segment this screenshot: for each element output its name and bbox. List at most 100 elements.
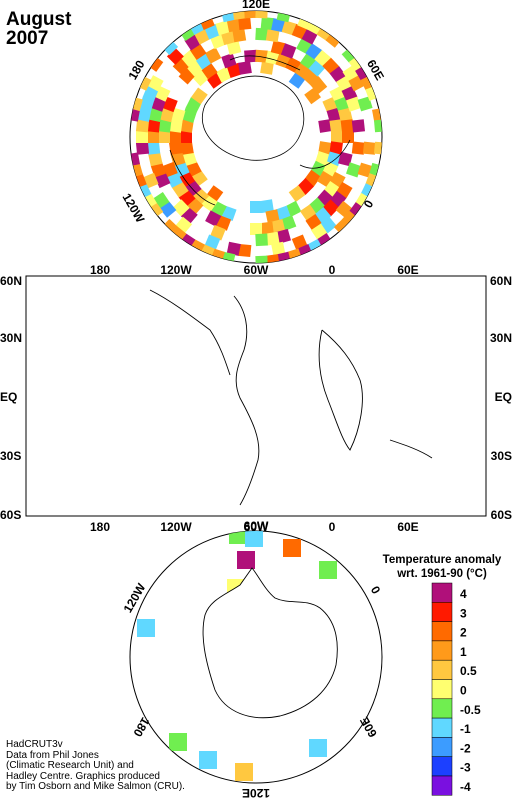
- north-polar-map: 120E 60E 0 120W 180: [120, 0, 387, 264]
- north-grid-cell: [148, 151, 163, 167]
- north-grid-cell: [154, 172, 171, 189]
- north-grid-cell: [334, 96, 350, 113]
- arctic-ocean: [202, 75, 305, 161]
- world-bottom-lon-label: 120W: [160, 520, 192, 534]
- north-grid-cell: [244, 11, 257, 19]
- world-top-lon-label: 60E: [397, 263, 418, 277]
- north-grid-cell: [150, 96, 167, 112]
- north-grid-cell: [147, 131, 159, 143]
- legend-title: Temperature anomaly wrt. 1961-90 (°C): [372, 553, 512, 581]
- legend-swatch: [431, 698, 453, 719]
- south-label-0: 0: [368, 584, 384, 597]
- north-grid-cell: [260, 221, 274, 235]
- north-grid-cell: [318, 119, 332, 133]
- north-grid-cell: [130, 152, 140, 167]
- north-grid-cell: [329, 119, 343, 133]
- world-lat-label-left: 60S: [0, 508, 21, 522]
- north-grid-cell: [146, 119, 161, 133]
- north-grid-cell: [280, 43, 297, 59]
- world-lat-label-left: 30N: [0, 331, 22, 345]
- north-grid-cell: [271, 241, 286, 256]
- legend-label: 4: [460, 587, 467, 601]
- north-grid-cell: [139, 96, 155, 112]
- world-lat-label-right: 60N: [490, 274, 512, 288]
- north-grid-cell: [221, 53, 237, 69]
- north-grid-cell: [255, 49, 268, 63]
- north-grid-cell: [226, 18, 241, 33]
- south-grid-cell: [137, 619, 155, 637]
- legend-color-bar: 4 3 2 1 0.5 0 -0.5 -1 -2 -3 -4: [431, 582, 481, 796]
- south-grid-cell: [309, 739, 327, 757]
- world-top-lon-label: 180: [90, 263, 110, 277]
- north-grid-cell: [135, 119, 150, 133]
- legend-label: 3: [460, 606, 467, 620]
- legend-swatch: [431, 756, 453, 777]
- north-grid-cell: [373, 141, 382, 155]
- north-grid-cell: [215, 20, 231, 36]
- map-title: August 2007: [6, 10, 71, 48]
- legend-label: 0: [460, 684, 467, 698]
- legend-swatch: [431, 640, 453, 661]
- north-grid-cell: [162, 161, 178, 178]
- legend-swatch: [431, 775, 453, 796]
- south-polar-map: 60W 0 120W 60E 180 120E: [121, 519, 384, 800]
- north-grid-cell: [135, 141, 150, 155]
- world-lat-label-left: EQ: [0, 390, 17, 404]
- north-grid-cell: [158, 131, 170, 143]
- legend-swatch: [431, 602, 453, 622]
- legend-swatch: [431, 717, 453, 738]
- north-grid-cell: [270, 219, 286, 234]
- world-lat-label-right: 60S: [491, 508, 512, 522]
- north-grid-cell: [271, 18, 286, 33]
- north-grid-cell: [357, 162, 373, 178]
- north-grid-cell: [372, 107, 382, 122]
- north-grid-cell: [265, 231, 280, 246]
- north-grid-cell: [150, 162, 167, 178]
- south-label-60w: 60W: [244, 519, 269, 533]
- north-label-0: 0: [361, 197, 377, 210]
- south-grid-cell: [169, 733, 187, 751]
- north-grid-cell: [181, 151, 197, 167]
- north-grid-cell: [238, 243, 252, 258]
- world-lat-label-right: 30N: [490, 331, 512, 345]
- south-label-120e: 120E: [242, 786, 270, 800]
- north-grid-cell: [250, 223, 262, 235]
- north-grid-cell: [172, 199, 190, 217]
- north-grid-cell: [351, 141, 366, 155]
- legend-swatch: [431, 582, 453, 603]
- north-grid-cell: [205, 210, 222, 227]
- world-map: 180 120W 60W 0 60E 180 120W 60W 0 60E 60N 30N EQ 30…: [0, 263, 512, 534]
- north-grid-cell: [318, 141, 332, 155]
- north-grid-cell: [136, 131, 148, 143]
- world-lat-label-right: 30S: [491, 449, 512, 463]
- north-grid-cell: [170, 107, 186, 123]
- title-year: 2007: [6, 28, 49, 49]
- north-grid-cell: [169, 131, 181, 143]
- north-grid-cell: [162, 96, 178, 113]
- south-grid-cell: [235, 763, 253, 781]
- legend-label: -0.5: [460, 703, 481, 717]
- world-lat-labels-left: 60N 30N EQ 30S 60S: [0, 274, 22, 522]
- north-grid-cell: [275, 205, 291, 221]
- north-grid-cell: [226, 62, 242, 78]
- north-grid-cell: [238, 16, 252, 31]
- legend-title-line2: wrt. 1961-90 (°C): [397, 568, 487, 580]
- world-top-lon-label: 0: [329, 263, 336, 277]
- south-grid-cell: [237, 551, 255, 569]
- north-grid-cell: [280, 215, 297, 231]
- north-grid-cell: [326, 107, 342, 123]
- north-grid-cell: [338, 107, 353, 123]
- north-grid-cell: [191, 87, 208, 105]
- north-grid-cell: [265, 50, 280, 65]
- legend-label: 0.5: [460, 664, 477, 678]
- north-grid-cell: [329, 141, 343, 155]
- legend-title-line1: Temperature anomaly: [382, 554, 502, 566]
- north-grid-cell: [345, 162, 362, 178]
- legend-swatch: [431, 659, 453, 680]
- legend-label: -4: [460, 780, 471, 794]
- north-grid-cell: [342, 131, 354, 143]
- credits: HadCRUT3v Data from Phil Jones (Climatic…: [6, 739, 185, 793]
- legend-label: -3: [460, 761, 471, 775]
- north-grid-cell: [226, 40, 242, 55]
